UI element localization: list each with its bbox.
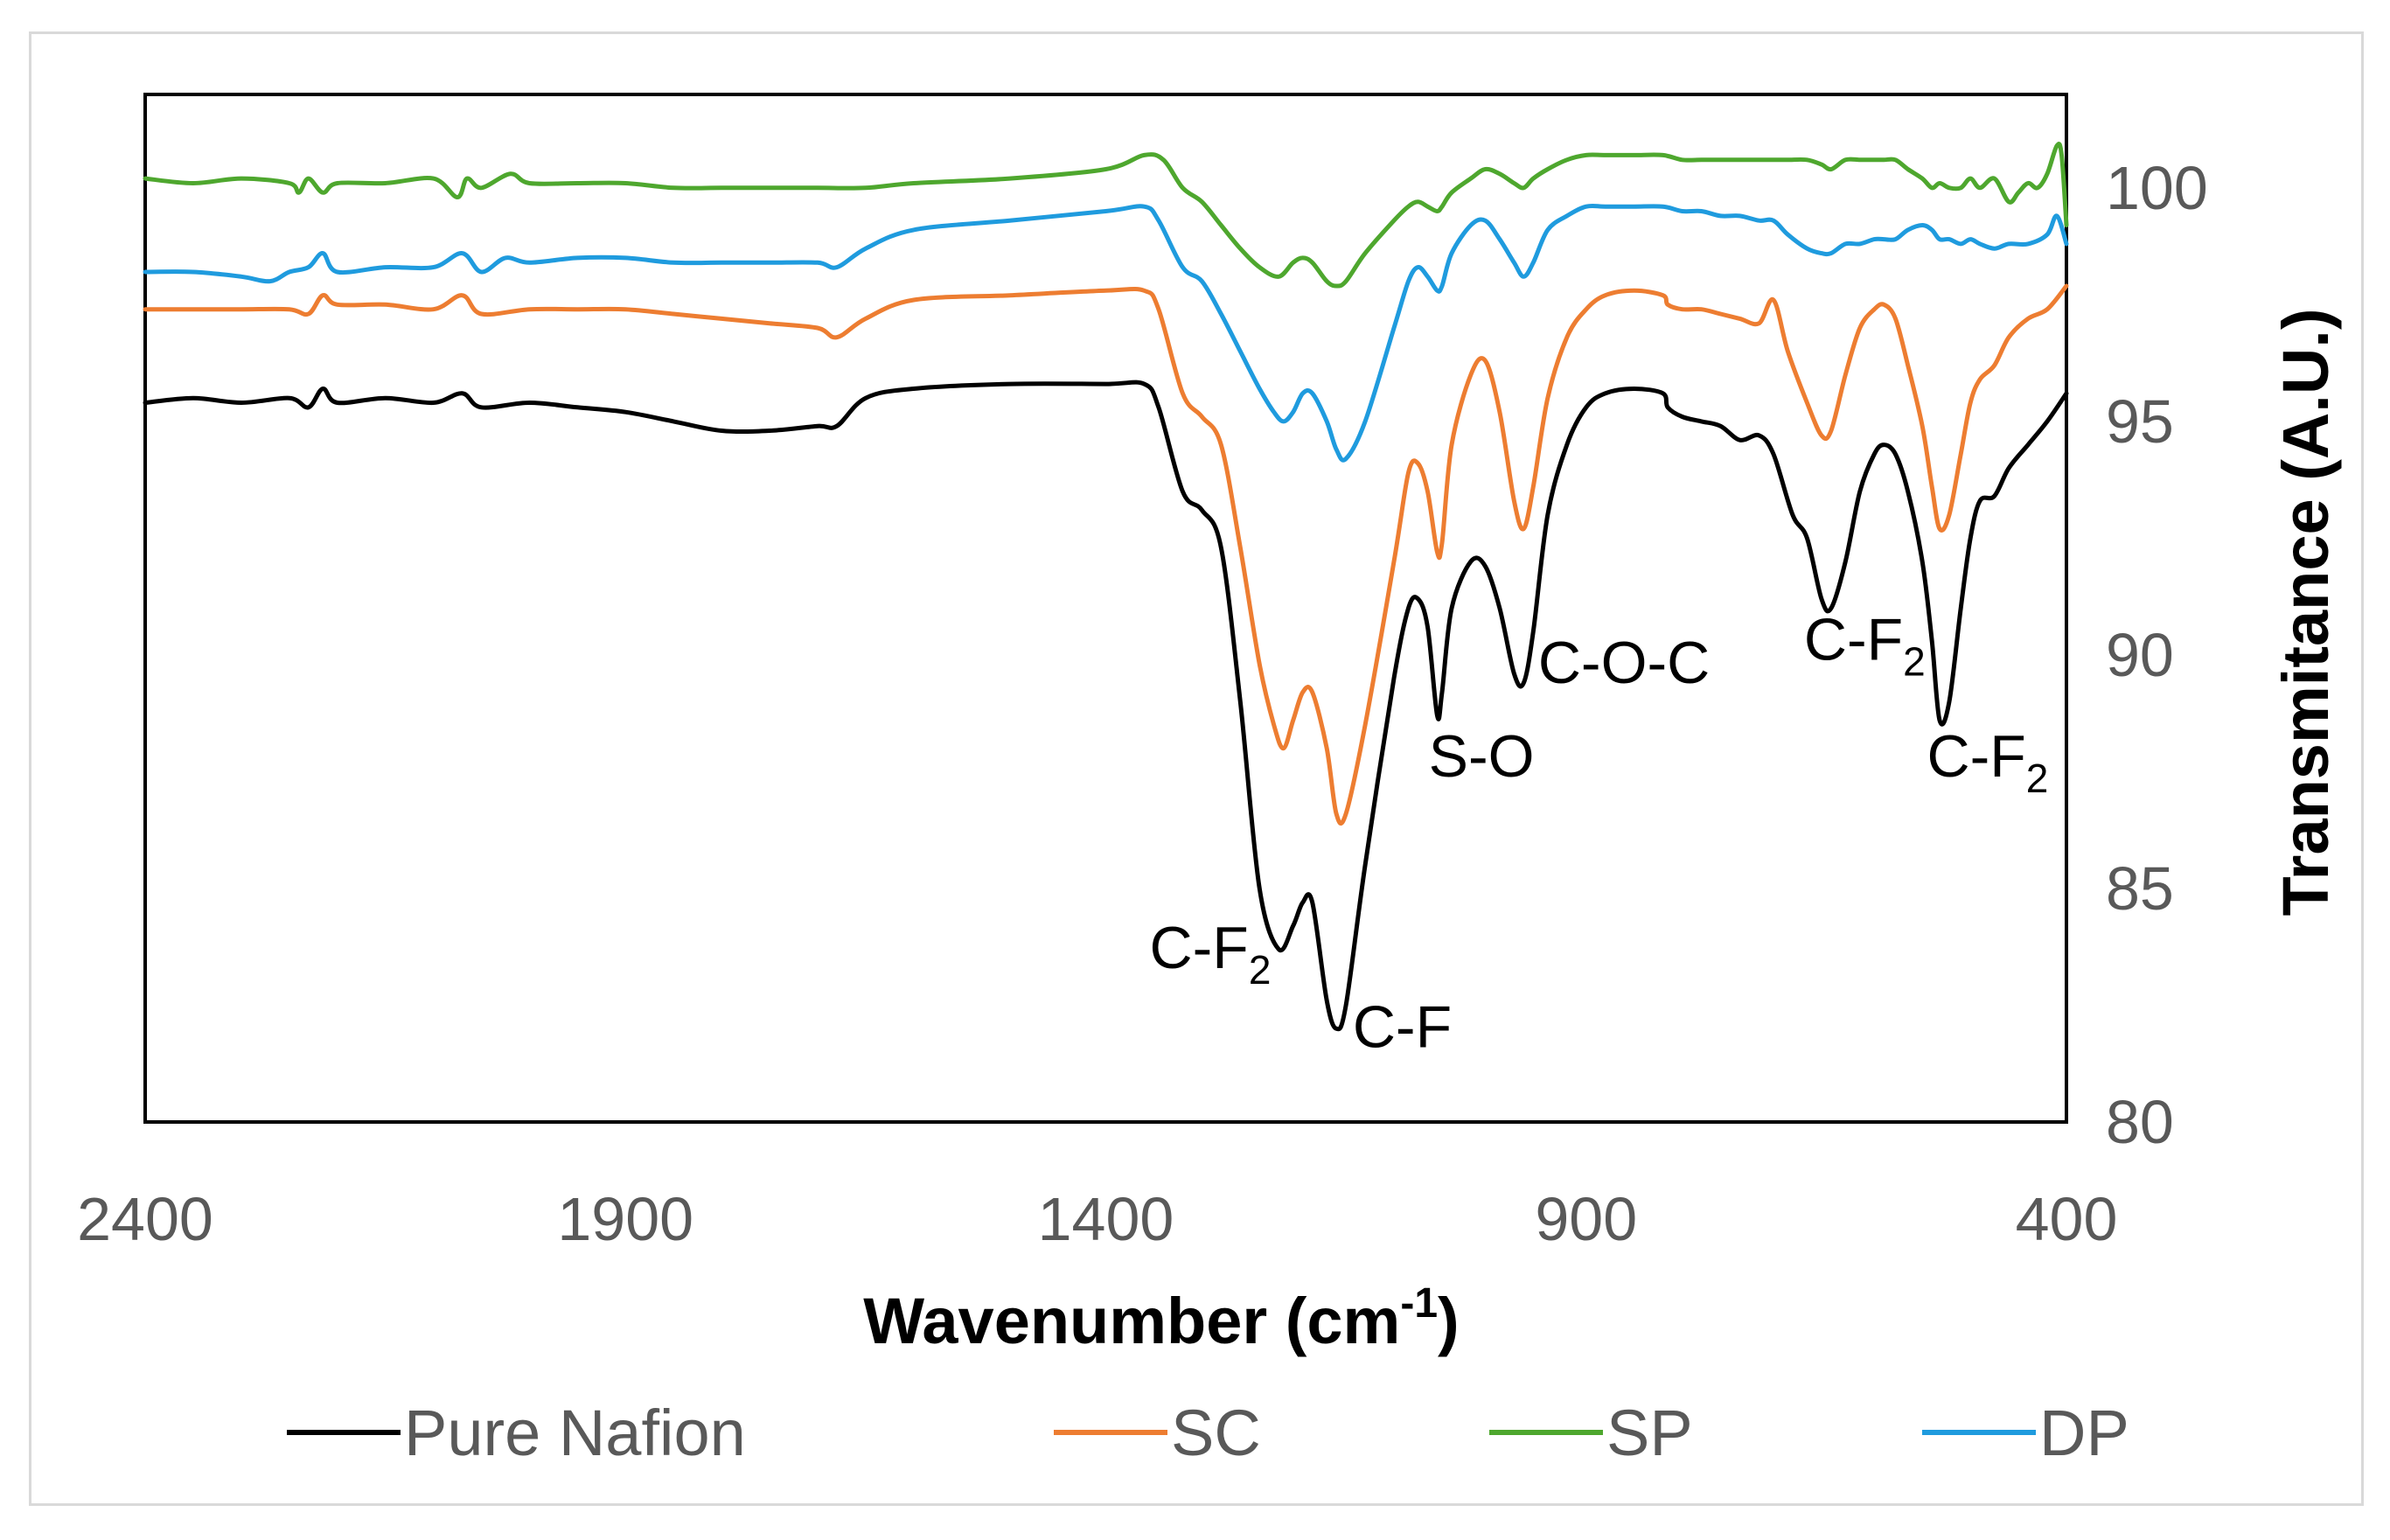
peak-annotations: C-F2C-FS-OC-O-C C-F2C-F2 <box>1150 606 2049 1060</box>
x-axis-title: Wavenumber (cm-1) <box>863 1280 1459 1357</box>
peak-label: C-F2 <box>1927 723 2048 801</box>
y-axis-ticks: 100 95 90 85 80 <box>2106 154 2208 1156</box>
peak-label: C-F <box>1353 994 1452 1061</box>
series-lines <box>143 142 2069 1032</box>
plot-area <box>143 93 2068 1124</box>
legend-label-pure-nafion: Pure Nafion <box>404 1397 746 1469</box>
y-tick-label: 80 <box>2106 1088 2174 1156</box>
legend: Pure Nafion SC SP DP <box>287 1397 2129 1469</box>
legend-label-dp: DP <box>2039 1397 2129 1469</box>
chart-frame <box>29 31 2364 1506</box>
y-tick-label: 85 <box>2106 854 2174 923</box>
x-tick-label: 400 <box>2016 1185 2118 1253</box>
x-tick-label: 1900 <box>557 1185 693 1253</box>
peak-label: S-O <box>1429 723 1535 790</box>
series-line-dp <box>143 203 2069 463</box>
y-tick-label: 90 <box>2106 621 2174 689</box>
x-tick-label: 900 <box>1535 1185 1637 1253</box>
y-tick-label: 95 <box>2106 387 2174 456</box>
x-tick-label: 2400 <box>77 1185 213 1253</box>
x-tick-label: 1400 <box>1038 1185 1174 1253</box>
x-axis-ticks: 2400 1900 1400 900 400 <box>77 1185 2117 1253</box>
series-line-pure-nafion <box>143 380 2069 1032</box>
y-axis-title: Transmitance (A.U.) <box>2269 309 2342 916</box>
legend-label-sp: SP <box>1606 1397 1693 1469</box>
peak-label: C-F2 <box>1150 915 1272 993</box>
peak-label: C-O-C <box>1538 630 1710 696</box>
x-axis-title-close: ) <box>1438 1285 1460 1357</box>
series-line-sc <box>143 283 2069 826</box>
x-axis-title-superscript: -1 <box>1400 1280 1438 1327</box>
series-line-sp <box>143 142 2069 289</box>
y-tick-label: 100 <box>2106 154 2208 222</box>
peak-label: C-F2 <box>1804 606 1926 684</box>
x-axis-title-main: Wavenumber (cm <box>863 1285 1400 1357</box>
legend-label-sc: SC <box>1171 1397 1261 1469</box>
